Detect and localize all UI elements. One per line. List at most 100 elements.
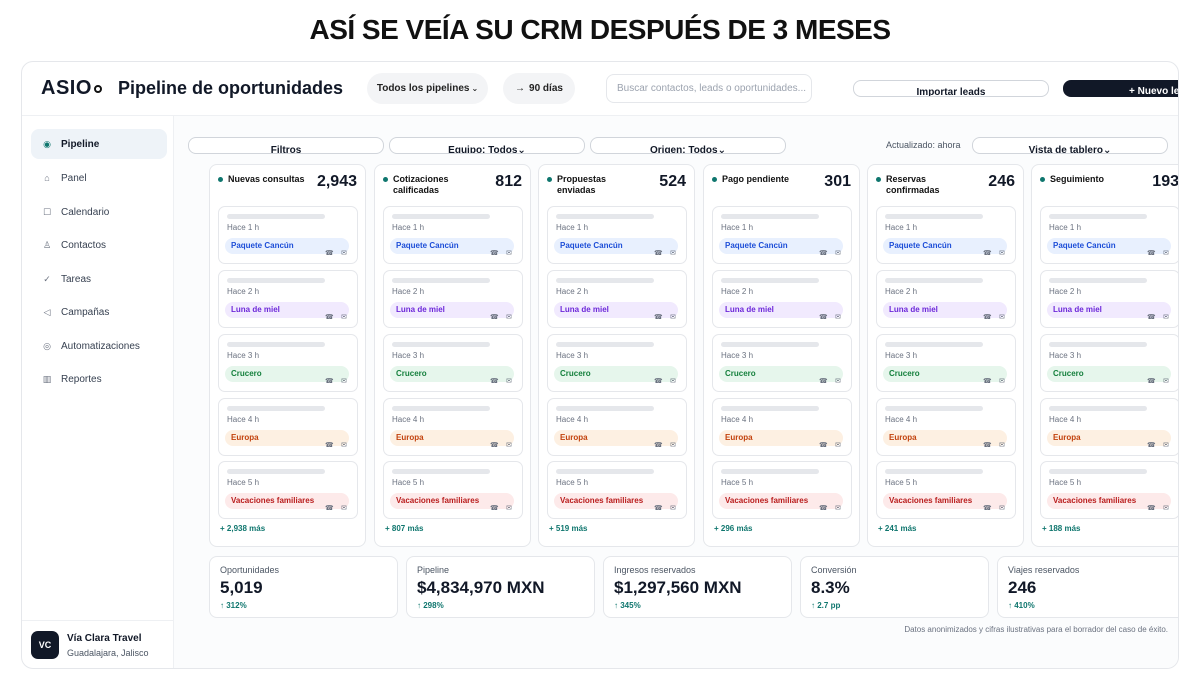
mail-icon[interactable]: ✉ bbox=[506, 378, 512, 385]
phone-icon[interactable]: ☎ bbox=[325, 442, 334, 449]
deal-card[interactable]: Hace 2 h Luna de miel ☎ ✉ bbox=[383, 270, 523, 328]
mail-icon[interactable]: ✉ bbox=[835, 505, 841, 512]
deal-card[interactable]: Hace 5 h Vacaciones familiares ☎ ✉ bbox=[383, 461, 523, 519]
phone-icon[interactable]: ☎ bbox=[983, 378, 992, 385]
mail-icon[interactable]: ✉ bbox=[341, 505, 347, 512]
mail-icon[interactable]: ✉ bbox=[835, 442, 841, 449]
phone-icon[interactable]: ☎ bbox=[819, 505, 828, 512]
phone-icon[interactable]: ☎ bbox=[490, 505, 499, 512]
phone-icon[interactable]: ☎ bbox=[490, 250, 499, 257]
deal-card[interactable]: Hace 2 h Luna de miel ☎ ✉ bbox=[218, 270, 358, 328]
mail-icon[interactable]: ✉ bbox=[506, 505, 512, 512]
phone-icon[interactable]: ☎ bbox=[1147, 442, 1156, 449]
deal-card[interactable]: Hace 3 h Crucero ☎ ✉ bbox=[218, 334, 358, 392]
mail-icon[interactable]: ✉ bbox=[670, 250, 676, 257]
mail-icon[interactable]: ✉ bbox=[999, 442, 1005, 449]
deal-card[interactable]: Hace 3 h Crucero ☎ ✉ bbox=[547, 334, 687, 392]
show-more-link[interactable]: + 519 más bbox=[549, 524, 588, 533]
mail-icon[interactable]: ✉ bbox=[670, 314, 676, 321]
team-filter-dropdown[interactable]: Equipo: Todos⌄ bbox=[389, 137, 585, 154]
deal-card[interactable]: Hace 1 h Paquete Cancún ☎ ✉ bbox=[547, 206, 687, 264]
phone-icon[interactable]: ☎ bbox=[819, 314, 828, 321]
phone-icon[interactable]: ☎ bbox=[325, 250, 334, 257]
deal-card[interactable]: Hace 5 h Vacaciones familiares ☎ ✉ bbox=[876, 461, 1016, 519]
phone-icon[interactable]: ☎ bbox=[819, 250, 828, 257]
phone-icon[interactable]: ☎ bbox=[325, 314, 334, 321]
sidebar-item-calendario[interactable]: ☐ Calendario bbox=[31, 197, 167, 227]
show-more-link[interactable]: + 2,938 más bbox=[220, 524, 266, 533]
deal-card[interactable]: Hace 4 h Europa ☎ ✉ bbox=[1040, 398, 1178, 456]
phone-icon[interactable]: ☎ bbox=[490, 442, 499, 449]
deal-card[interactable]: Hace 1 h Paquete Cancún ☎ ✉ bbox=[712, 206, 852, 264]
phone-icon[interactable]: ☎ bbox=[983, 314, 992, 321]
phone-icon[interactable]: ☎ bbox=[983, 442, 992, 449]
deal-card[interactable]: Hace 5 h Vacaciones familiares ☎ ✉ bbox=[547, 461, 687, 519]
mail-icon[interactable]: ✉ bbox=[999, 505, 1005, 512]
phone-icon[interactable]: ☎ bbox=[983, 505, 992, 512]
mail-icon[interactable]: ✉ bbox=[835, 378, 841, 385]
mail-icon[interactable]: ✉ bbox=[835, 314, 841, 321]
mail-icon[interactable]: ✉ bbox=[506, 442, 512, 449]
mail-icon[interactable]: ✉ bbox=[670, 505, 676, 512]
phone-icon[interactable]: ☎ bbox=[819, 378, 828, 385]
mail-icon[interactable]: ✉ bbox=[1163, 378, 1169, 385]
mail-icon[interactable]: ✉ bbox=[341, 378, 347, 385]
phone-icon[interactable]: ☎ bbox=[983, 250, 992, 257]
sidebar-item-contactos[interactable]: ♙ Contactos bbox=[31, 230, 167, 260]
sidebar-item-automatizaciones[interactable]: ◎ Automatizaciones bbox=[31, 331, 167, 361]
deal-card[interactable]: Hace 1 h Paquete Cancún ☎ ✉ bbox=[383, 206, 523, 264]
mail-icon[interactable]: ✉ bbox=[1163, 250, 1169, 257]
deal-card[interactable]: Hace 4 h Europa ☎ ✉ bbox=[712, 398, 852, 456]
search-input[interactable]: Buscar contactos, leads o oportunidades.… bbox=[606, 74, 812, 103]
phone-icon[interactable]: ☎ bbox=[325, 378, 334, 385]
deal-card[interactable]: Hace 5 h Vacaciones familiares ☎ ✉ bbox=[712, 461, 852, 519]
deal-card[interactable]: Hace 4 h Europa ☎ ✉ bbox=[218, 398, 358, 456]
phone-icon[interactable]: ☎ bbox=[1147, 505, 1156, 512]
deal-card[interactable]: Hace 2 h Luna de miel ☎ ✉ bbox=[876, 270, 1016, 328]
mail-icon[interactable]: ✉ bbox=[1163, 314, 1169, 321]
phone-icon[interactable]: ☎ bbox=[325, 505, 334, 512]
account-switcher[interactable]: VC Vía Clara Travel Guadalajara, Jalisco bbox=[22, 620, 174, 668]
deal-card[interactable]: Hace 1 h Paquete Cancún ☎ ✉ bbox=[1040, 206, 1178, 264]
mail-icon[interactable]: ✉ bbox=[1163, 442, 1169, 449]
deal-card[interactable]: Hace 1 h Paquete Cancún ☎ ✉ bbox=[876, 206, 1016, 264]
mail-icon[interactable]: ✉ bbox=[670, 442, 676, 449]
import-leads-button[interactable]: Importar leads bbox=[853, 80, 1049, 97]
deal-card[interactable]: Hace 3 h Crucero ☎ ✉ bbox=[1040, 334, 1178, 392]
sidebar-item-campanas[interactable]: ◁ Campañas bbox=[31, 297, 167, 327]
mail-icon[interactable]: ✉ bbox=[999, 314, 1005, 321]
filters-button[interactable]: Filtros bbox=[188, 137, 384, 154]
sidebar-item-pipeline[interactable]: ◉ Pipeline bbox=[31, 129, 167, 159]
date-range-button[interactable]: → 90 días bbox=[503, 73, 575, 104]
view-mode-dropdown[interactable]: Vista de tablero⌄ bbox=[972, 137, 1168, 154]
pipeline-filter-dropdown[interactable]: Todos los pipelines ⌄ bbox=[367, 73, 488, 104]
mail-icon[interactable]: ✉ bbox=[506, 250, 512, 257]
show-more-link[interactable]: + 188 más bbox=[1042, 524, 1081, 533]
mail-icon[interactable]: ✉ bbox=[835, 250, 841, 257]
phone-icon[interactable]: ☎ bbox=[654, 378, 663, 385]
deal-card[interactable]: Hace 5 h Vacaciones familiares ☎ ✉ bbox=[1040, 461, 1178, 519]
deal-card[interactable]: Hace 5 h Vacaciones familiares ☎ ✉ bbox=[218, 461, 358, 519]
origin-filter-dropdown[interactable]: Origen: Todos⌄ bbox=[590, 137, 786, 154]
deal-card[interactable]: Hace 4 h Europa ☎ ✉ bbox=[547, 398, 687, 456]
deal-card[interactable]: Hace 4 h Europa ☎ ✉ bbox=[383, 398, 523, 456]
deal-card[interactable]: Hace 3 h Crucero ☎ ✉ bbox=[712, 334, 852, 392]
new-lead-button[interactable]: + Nuevo le bbox=[1063, 80, 1178, 97]
phone-icon[interactable]: ☎ bbox=[490, 378, 499, 385]
app-logo[interactable]: ASIO bbox=[41, 77, 102, 100]
phone-icon[interactable]: ☎ bbox=[1147, 250, 1156, 257]
phone-icon[interactable]: ☎ bbox=[1147, 314, 1156, 321]
phone-icon[interactable]: ☎ bbox=[819, 442, 828, 449]
phone-icon[interactable]: ☎ bbox=[654, 314, 663, 321]
phone-icon[interactable]: ☎ bbox=[654, 442, 663, 449]
deal-card[interactable]: Hace 1 h Paquete Cancún ☎ ✉ bbox=[218, 206, 358, 264]
deal-card[interactable]: Hace 2 h Luna de miel ☎ ✉ bbox=[712, 270, 852, 328]
mail-icon[interactable]: ✉ bbox=[341, 250, 347, 257]
deal-card[interactable]: Hace 2 h Luna de miel ☎ ✉ bbox=[1040, 270, 1178, 328]
mail-icon[interactable]: ✉ bbox=[341, 314, 347, 321]
deal-card[interactable]: Hace 3 h Crucero ☎ ✉ bbox=[876, 334, 1016, 392]
mail-icon[interactable]: ✉ bbox=[999, 250, 1005, 257]
show-more-link[interactable]: + 807 más bbox=[385, 524, 424, 533]
mail-icon[interactable]: ✉ bbox=[670, 378, 676, 385]
mail-icon[interactable]: ✉ bbox=[506, 314, 512, 321]
